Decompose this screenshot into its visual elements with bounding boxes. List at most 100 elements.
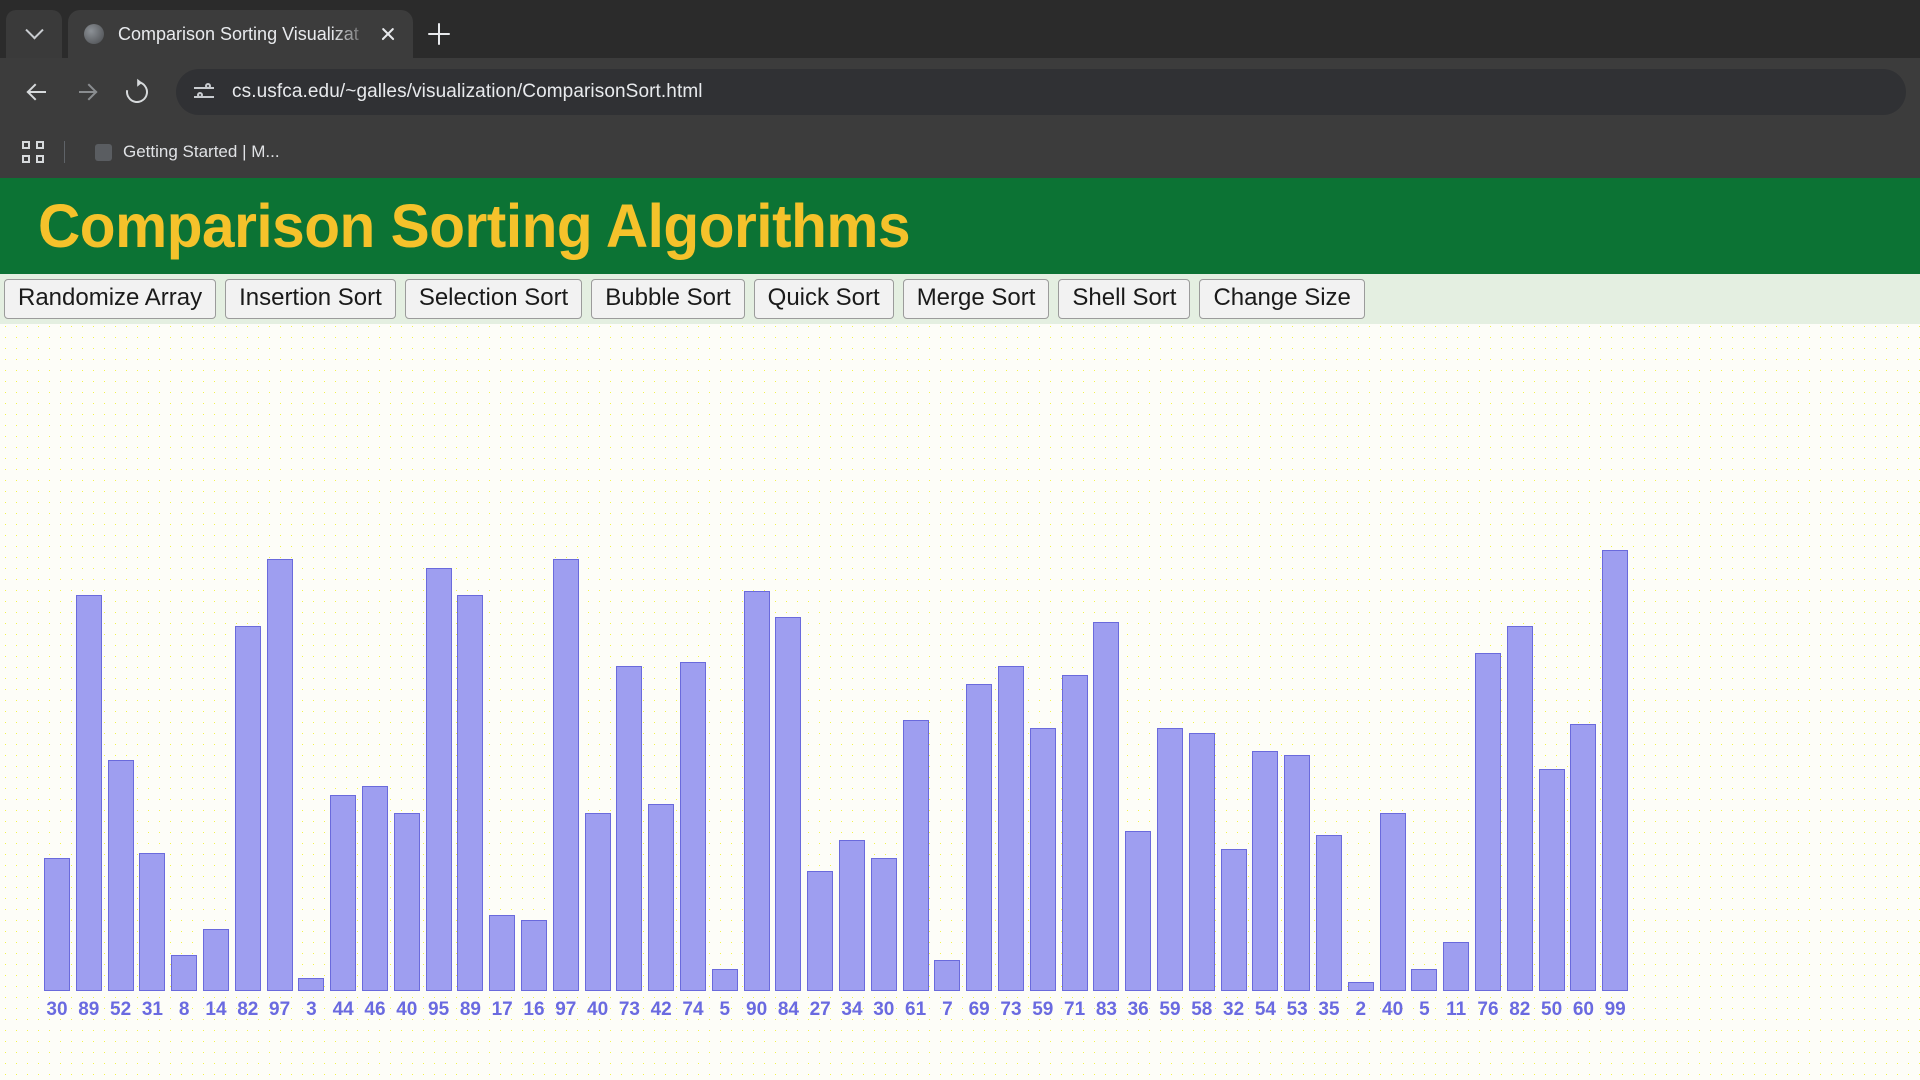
bar — [1475, 652, 1501, 991]
bar — [266, 559, 293, 991]
bar — [107, 759, 134, 991]
bar — [870, 857, 897, 991]
bar — [743, 590, 770, 991]
address-bar-url: cs.usfca.edu/~galles/visualization/Compa… — [232, 81, 703, 102]
close-icon[interactable] — [373, 19, 403, 49]
bar — [1506, 626, 1533, 991]
bar-value-label: 40 — [396, 999, 418, 1020]
sort-visualization-canvas[interactable]: 30 89 52 31 8 14 82 97 3 44 46 40 95 89 17 16 97 40 73 42 74… — [0, 324, 1920, 1069]
bar — [203, 928, 229, 991]
bar — [1157, 728, 1183, 991]
bar — [521, 919, 547, 991]
bar-value-label: 53 — [1286, 999, 1308, 1020]
bar — [584, 813, 611, 991]
bar — [1379, 813, 1406, 991]
bar-value-label: 34 — [841, 999, 863, 1020]
plus-icon — [428, 23, 450, 45]
tab-search-button[interactable] — [6, 10, 62, 58]
bar — [489, 915, 516, 991]
bar — [1220, 848, 1247, 991]
chevron-down-icon — [24, 20, 44, 39]
browser-tab[interactable]: Comparison Sorting Visualizat — [68, 10, 413, 58]
reload-icon — [121, 76, 153, 108]
page-title: Comparison Sorting Algorithms — [38, 192, 911, 260]
randomize-array-button[interactable]: Randomize Array — [4, 278, 217, 320]
bar-value-label: 60 — [1572, 999, 1594, 1020]
shell-sort-button[interactable]: Shell Sort — [1058, 278, 1191, 320]
reload-button[interactable] — [114, 69, 160, 115]
bar-value-label: 5 — [1419, 999, 1430, 1020]
bookmarks-bar: Getting Started | M... — [0, 126, 1920, 178]
bar-value-label: 42 — [650, 999, 672, 1020]
bar — [139, 853, 166, 991]
bar — [711, 968, 738, 991]
insertion-sort-button[interactable]: Insertion Sort — [225, 278, 396, 320]
bar — [1570, 724, 1597, 991]
bar-value-label: 97 — [269, 999, 291, 1020]
bar-value-label: 71 — [1064, 999, 1086, 1020]
bar-value-label: 69 — [968, 999, 990, 1020]
site-header: Comparison Sorting Algorithms — [0, 178, 1920, 274]
bar — [1602, 550, 1629, 991]
bar — [616, 666, 643, 991]
bar — [934, 959, 961, 991]
bar — [552, 559, 579, 991]
bar — [44, 857, 70, 991]
back-arrow-icon — [27, 82, 47, 102]
bar — [1316, 835, 1342, 991]
address-bar[interactable]: cs.usfca.edu/~galles/visualization/Compa… — [176, 69, 1906, 115]
selection-sort-button[interactable]: Selection Sort — [404, 278, 583, 320]
quick-sort-button[interactable]: Quick Sort — [753, 278, 894, 320]
bar — [902, 719, 929, 991]
bar — [1284, 755, 1311, 991]
bubble-sort-button[interactable]: Bubble Sort — [591, 278, 745, 320]
bar — [362, 786, 388, 991]
bar — [425, 568, 452, 991]
page-content: Comparison Sorting Algorithms Randomize … — [0, 178, 1920, 1080]
bar — [1061, 675, 1088, 991]
bar — [680, 661, 706, 991]
bar-value-label: 36 — [1127, 999, 1149, 1020]
bar-value-label: 40 — [587, 999, 609, 1020]
bar-value-label: 99 — [1604, 999, 1626, 1020]
bar — [1347, 982, 1374, 991]
bar — [393, 813, 420, 991]
back-button[interactable] — [14, 69, 60, 115]
new-tab-button[interactable] — [413, 10, 465, 58]
bar-value-label: 73 — [1000, 999, 1022, 1020]
bar-value-label: 59 — [1159, 999, 1181, 1020]
bar-value-label: 11 — [1446, 999, 1467, 1020]
page-favicon-icon — [84, 24, 104, 44]
algorithm-toolbar: Randomize Array Insertion Sort Selection… — [0, 274, 1920, 324]
tab-strip: Comparison Sorting Visualizat — [0, 0, 1920, 58]
merge-sort-button[interactable]: Merge Sort — [902, 278, 1050, 320]
bar-value-label: 27 — [809, 999, 831, 1020]
bar — [648, 804, 675, 991]
apps-grid-icon[interactable] — [22, 141, 44, 163]
bar — [839, 839, 865, 991]
change-size-button[interactable]: Change Size — [1199, 278, 1365, 320]
bookmark-label: Getting Started | M... — [123, 142, 280, 161]
bar-value-label: 31 — [141, 999, 163, 1020]
navigation-toolbar: cs.usfca.edu/~galles/visualization/Compa… — [0, 58, 1920, 126]
forward-button[interactable] — [64, 69, 110, 115]
bar-value-label: 5 — [719, 999, 731, 1020]
bar-chart: 30 89 52 31 8 14 82 97 3 44 46 40 95 89 17 16 97 40 73 42 74… — [0, 324, 1920, 1069]
bar-value-label: 3 — [306, 999, 317, 1020]
bar-value-label: 32 — [1223, 999, 1245, 1020]
bar-value-label: 59 — [1032, 999, 1054, 1020]
bar-value-label: 97 — [555, 999, 577, 1020]
bar-value-label: 35 — [1318, 999, 1340, 1020]
bar-value-label: 74 — [682, 999, 704, 1020]
bar-value-label: 83 — [1095, 999, 1117, 1020]
bar — [234, 626, 261, 991]
bar-value-label: 30 — [873, 999, 895, 1020]
bar — [1093, 621, 1120, 991]
bookmark-item-getting-started[interactable]: Getting Started | M... — [87, 137, 288, 167]
bar — [75, 594, 102, 991]
bar-value-label: 52 — [110, 999, 132, 1020]
bar — [775, 617, 802, 991]
bar — [1411, 968, 1438, 991]
bar — [1443, 942, 1470, 991]
site-settings-tune-icon[interactable] — [194, 81, 216, 103]
